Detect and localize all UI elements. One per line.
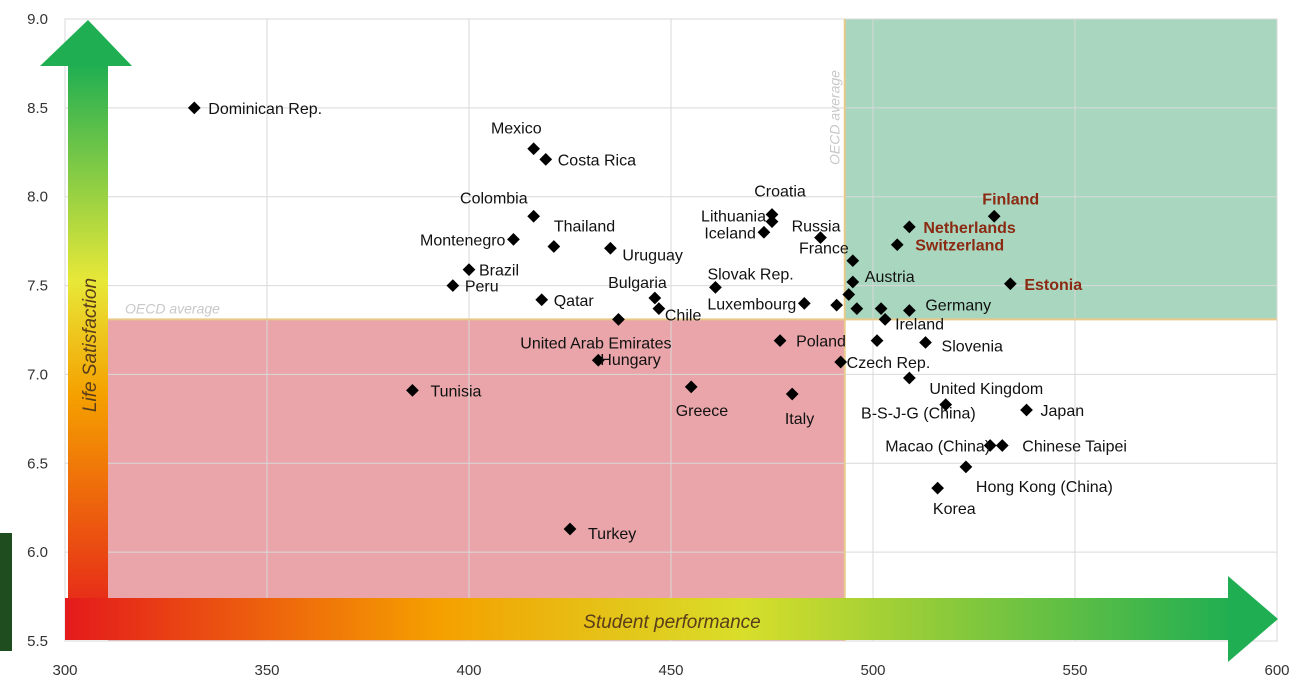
y-tick-label: 8.0: [27, 189, 48, 206]
point-label: Turkey: [588, 526, 636, 543]
point-label: United Arab Emirates: [520, 335, 671, 352]
point-label: Ireland: [895, 316, 944, 333]
oecd-average-y-label: OECD average: [125, 300, 220, 316]
y-tick-label: 7.5: [27, 278, 48, 295]
point-label: Thailand: [554, 218, 615, 235]
x-tick-label: 550: [1062, 662, 1087, 679]
y-axis-ticks: 5.5 6.0 6.5 7.0 7.5 8.0 8.5 9.0: [27, 11, 48, 650]
point-label: Dominican Rep.: [208, 101, 322, 118]
point-label: Greece: [676, 403, 729, 420]
point-label: Estonia: [1024, 277, 1082, 294]
point-label: Chile: [665, 308, 702, 325]
x-tick-label: 300: [52, 662, 77, 679]
point-label: Macao (China): [885, 439, 990, 456]
above-average-quadrant: [844, 19, 1277, 320]
point-label: Costa Rica: [558, 152, 636, 169]
student-performance-arrow: [65, 576, 1278, 662]
point-label: Germany: [925, 297, 991, 314]
left-edge-bar: [0, 533, 12, 651]
point-label: Luxembourg: [707, 296, 796, 313]
y-tick-label: 7.0: [27, 366, 48, 383]
point-label: Croatia: [754, 183, 806, 200]
point-label: Korea: [933, 501, 976, 518]
point-label: Colombia: [460, 190, 528, 207]
point-label: Montenegro: [420, 232, 505, 249]
point-label: France: [799, 241, 849, 258]
point-label: Tunisia: [430, 383, 481, 400]
point-label: Uruguay: [622, 247, 682, 264]
x-tick-label: 500: [860, 662, 885, 679]
point-label: Italy: [785, 411, 814, 428]
point-label: Austria: [865, 269, 915, 286]
point-label: Lithuania: [701, 209, 766, 226]
point-label: Slovenia: [942, 338, 1003, 355]
x-tick-label: 600: [1264, 662, 1289, 679]
point-label: United Kingdom: [929, 381, 1043, 398]
point-label: Slovak Rep.: [707, 266, 793, 283]
point-marker: [446, 279, 460, 292]
y-tick-label: 9.0: [27, 11, 48, 28]
point-label: Switzerland: [915, 238, 1004, 255]
point-label: Qatar: [554, 293, 595, 310]
x-tick-label: 350: [254, 662, 279, 679]
oecd-average-x-label: OECD average: [827, 70, 843, 165]
grid-lines: [64, 18, 1278, 642]
point-label: Hungary: [600, 352, 660, 369]
point-label: Iceland: [704, 225, 756, 242]
point-label: Peru: [465, 279, 499, 296]
point-label: Hong Kong (China): [976, 479, 1113, 496]
point-label: B-S-J-G (China): [861, 406, 976, 423]
point-label: Russia: [792, 219, 841, 236]
y-axis-title: Life Satisfaction: [80, 278, 101, 412]
point-marker: [462, 263, 476, 276]
below-average-quadrant: [108, 319, 845, 641]
point-label: Bulgaria: [608, 275, 667, 292]
point-label: Japan: [1041, 403, 1085, 420]
y-tick-label: 5.5: [27, 633, 48, 650]
point-marker: [406, 384, 419, 397]
point-label: Poland: [796, 334, 846, 351]
y-tick-label: 6.5: [27, 455, 48, 472]
x-axis-ticks: 300 350 400 450 500 550 600: [52, 662, 1289, 679]
life-satisfaction-arrow: [40, 20, 132, 636]
y-tick-label: 8.5: [27, 100, 48, 117]
point-marker: [187, 101, 201, 115]
point-labels: Dominican Rep. Mexico Costa Rica Colombia Th…: [208, 101, 1127, 543]
x-axis-title: Student performance: [583, 612, 760, 633]
x-tick-label: 450: [658, 662, 683, 679]
point-label: Finland: [982, 191, 1039, 208]
y-tick-label: 6.0: [27, 544, 48, 561]
x-tick-label: 400: [456, 662, 481, 679]
point-label: Netherlands: [923, 220, 1016, 237]
point-label: Brazil: [479, 263, 519, 280]
point-label: Czech Rep.: [847, 355, 931, 372]
point-label: Mexico: [491, 121, 542, 138]
point-label: Chinese Taipei: [1022, 439, 1127, 456]
